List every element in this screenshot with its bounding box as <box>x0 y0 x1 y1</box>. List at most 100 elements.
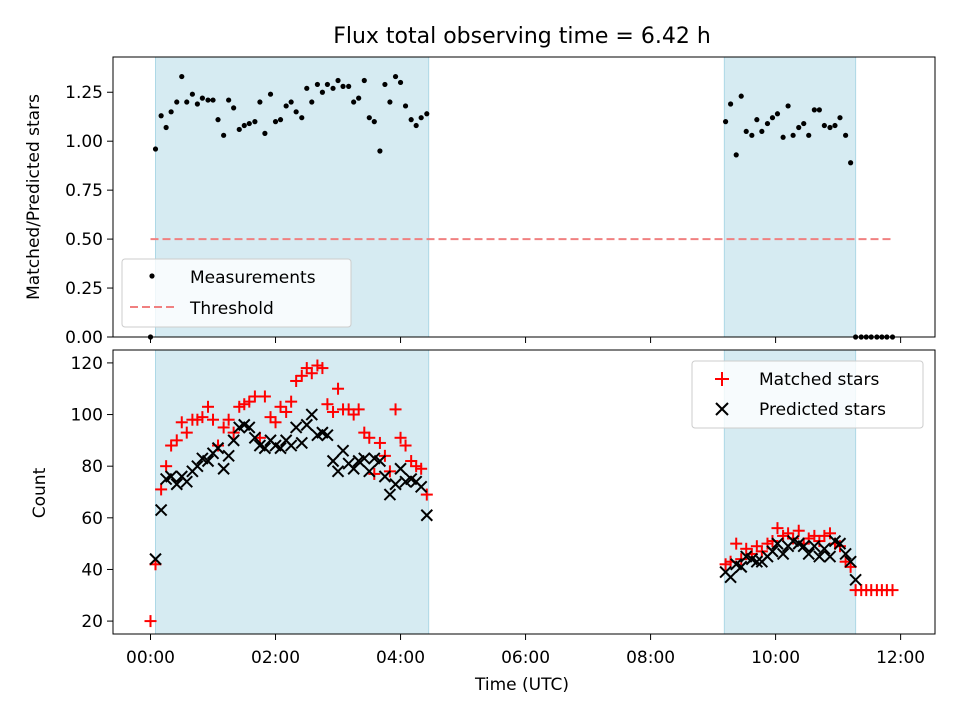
predicted-star-point <box>295 436 308 450</box>
predicted-star-point <box>274 441 287 455</box>
measurement-point <box>722 119 729 125</box>
predicted-star-point <box>802 547 815 561</box>
measurement-point <box>397 79 404 86</box>
matched-star-point <box>264 411 277 424</box>
matched-star-point <box>144 615 157 628</box>
matched-star-point <box>175 416 188 429</box>
measurement-point <box>262 130 268 136</box>
measurement-point <box>257 99 263 105</box>
predicted-star-point <box>363 465 376 478</box>
matched-star-point <box>300 362 313 375</box>
measurement-point <box>267 91 274 97</box>
measurement-point <box>205 97 211 103</box>
predicted-star-point <box>844 555 857 568</box>
measurement-point <box>774 111 781 117</box>
measurement-point <box>351 99 357 105</box>
y-tick-label: 20 <box>81 612 103 632</box>
y-tick-label: 0.75 <box>65 181 103 201</box>
measurement-point <box>738 93 744 99</box>
measurement-point <box>319 89 326 95</box>
measurements-layer <box>147 73 896 340</box>
measurement-point <box>293 109 299 115</box>
predicted-star-point <box>170 478 183 491</box>
predicted-star-point <box>414 480 428 494</box>
measurement-point <box>184 99 190 105</box>
predicted-star-point <box>347 462 360 475</box>
matched-star-point <box>233 400 246 413</box>
measurement-point <box>754 117 760 123</box>
predicted-star-point <box>211 441 225 455</box>
predicted-star-point <box>258 441 272 455</box>
predicted-star-point <box>305 408 318 421</box>
x-tick-label: 10:00 <box>751 648 800 668</box>
legend-measurements-label: Measurements <box>190 268 316 288</box>
predicted-star-point <box>358 452 371 465</box>
legend-predicted-label: Predicted stars <box>759 400 886 420</box>
measurement-point <box>759 128 765 135</box>
bottom-legend-box <box>691 360 924 429</box>
ratio-panel: 0.00 0.25 0.50 0.75 1.00 1.25 Matched/Predict… <box>24 56 936 348</box>
predicted-star-point <box>766 545 779 558</box>
measurement-point <box>168 109 174 115</box>
matched-star-point <box>792 524 805 537</box>
chart-title: Flux total observing time = 6.42 h <box>333 24 711 49</box>
predicted-star-point <box>154 503 168 517</box>
top-y-axis-label: Matched/Predicted stars <box>24 94 44 300</box>
measurement-point <box>272 119 279 125</box>
x-axis-label: Time (UTC) <box>474 675 569 695</box>
y-tick-label: 1.25 <box>65 83 103 103</box>
matched-star-point <box>808 529 821 542</box>
predicted-star-point <box>331 465 345 478</box>
matched-star-point <box>170 434 183 447</box>
predicted-star-point <box>823 550 837 563</box>
matched-star-point <box>305 367 318 380</box>
measurement-point <box>158 113 164 119</box>
predicted-star-point <box>378 470 392 483</box>
measurement-point <box>335 77 341 84</box>
y-tick-label: 80 <box>81 457 103 477</box>
predicted-star-point <box>180 475 193 488</box>
measurement-point <box>366 115 372 121</box>
measurement-point <box>811 107 817 113</box>
matched-star-point <box>155 483 168 496</box>
measurement-point <box>324 81 331 88</box>
measurement-point <box>837 115 843 121</box>
y-tick-label: 40 <box>81 560 103 580</box>
predicted-star-point <box>217 462 230 475</box>
legend-matched-label: Matched stars <box>759 370 879 390</box>
measurement-point <box>361 77 367 84</box>
predicted-star-point <box>724 570 737 584</box>
measurement-point <box>402 103 409 109</box>
measurement-point <box>309 99 315 105</box>
legend-measurements-marker <box>149 273 155 279</box>
measurement-point <box>371 119 377 125</box>
observing-window-band <box>723 56 857 338</box>
matched-star-point <box>280 405 293 418</box>
predicted-star-point <box>389 478 402 491</box>
measurement-point <box>189 91 195 97</box>
measurement-point <box>340 83 346 89</box>
measurement-point <box>816 107 822 113</box>
matched-star-point <box>243 395 256 408</box>
measurement-point <box>832 122 838 129</box>
top-y-ticks: 0.00 0.25 0.50 0.75 1.00 1.25 <box>65 83 113 348</box>
measurement-point <box>210 97 216 103</box>
measurement-point <box>304 85 310 91</box>
measurement-point <box>785 103 791 109</box>
predicted-star-point <box>776 547 790 561</box>
matched-star-point <box>217 421 230 434</box>
measurement-point <box>179 73 185 80</box>
measurement-point <box>377 148 383 154</box>
x-tick-label: 12:00 <box>876 648 925 668</box>
matched-star-point <box>886 584 899 597</box>
y-tick-label: 1.00 <box>65 132 103 152</box>
x-tick-label: 00:00 <box>126 648 175 668</box>
matched-star-point <box>818 529 831 542</box>
predicted-star-point <box>149 552 162 566</box>
measurement-point <box>346 83 352 89</box>
measurement-point <box>174 99 180 105</box>
y-tick-label: 120 <box>71 354 103 374</box>
legend-threshold-label: Threshold <box>189 299 274 319</box>
predicted-star-point <box>833 537 847 550</box>
matched-star-point <box>740 542 753 555</box>
